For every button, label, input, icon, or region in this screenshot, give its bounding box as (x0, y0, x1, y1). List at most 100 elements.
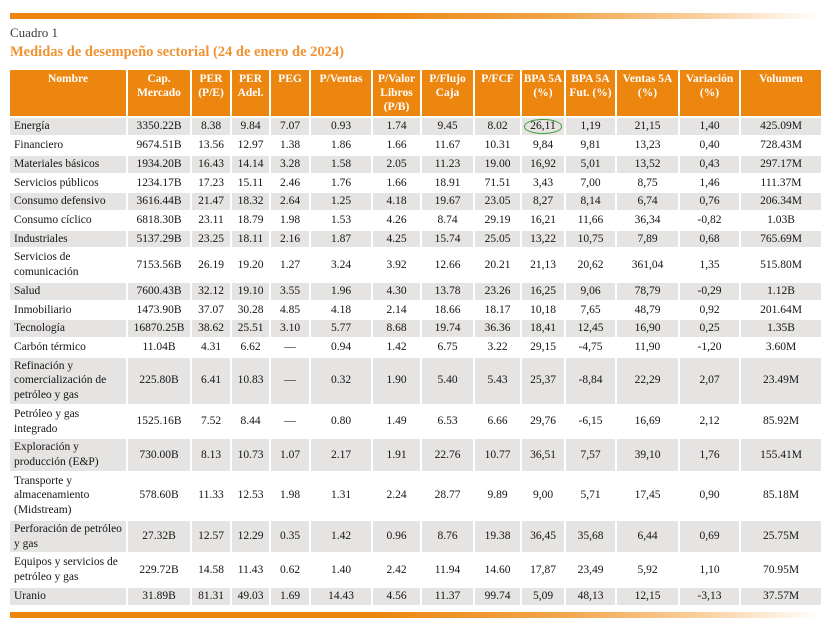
value-cell: 361,04 (615, 247, 680, 283)
value-cell: 2.42 (371, 552, 422, 588)
value-cell: 1.96 (309, 280, 373, 302)
value-cell: 9674.51B (126, 135, 192, 156)
value-cell: 5137.29B (126, 228, 192, 250)
value-cell: 3616.44B (126, 191, 192, 212)
value-cell: 1.03B (739, 209, 823, 231)
table-row: Energía 3350.22B 8.38 9.84 7.07 0.93 1.74 9.45 8… (8, 116, 823, 138)
value-cell: 12.97 (230, 135, 271, 156)
value-cell: 8.44 (230, 403, 271, 440)
value-cell: 0.62 (269, 552, 311, 588)
value-cell: 12.53 (230, 470, 271, 521)
value-cell: 1,40 (678, 116, 741, 138)
value-cell: 25.75M (739, 518, 823, 555)
highlight-circle: 26,11 (524, 119, 562, 135)
value-cell: 6.53 (420, 403, 475, 440)
sector-name-cell: Tecnología (8, 318, 128, 339)
value-cell: 13,52 (615, 153, 680, 175)
sector-name-cell: Materiales básicos (8, 153, 128, 175)
value-cell: 2.14 (371, 299, 422, 321)
value-cell: 9.89 (473, 470, 522, 521)
value-cell: 19.10 (230, 280, 271, 302)
value-cell: 6,44 (615, 518, 680, 555)
value-cell: 70.95M (739, 552, 823, 588)
value-cell: 36.36 (473, 318, 522, 339)
value-cell: 1,46 (678, 172, 741, 194)
value-cell: 23,49 (564, 552, 617, 588)
value-cell: 515.80M (739, 247, 823, 283)
value-cell: 29.19 (473, 209, 522, 231)
value-cell: 1.07 (269, 437, 311, 473)
value-cell: 1473.90B (126, 299, 192, 321)
value-cell: 22.76 (420, 437, 475, 473)
value-cell: 11.37 (420, 585, 475, 607)
value-cell: -0,29 (678, 280, 741, 302)
value-cell: 13.56 (190, 135, 232, 156)
value-cell: 0,68 (678, 228, 741, 250)
value-cell: 4.26 (371, 209, 422, 231)
sector-name-cell: Transporte y almacenamiento (Midstream) (8, 470, 128, 521)
value-cell: 9.84 (230, 116, 271, 138)
value-cell: 30.28 (230, 299, 271, 321)
table-row: Refinación y comercialización de petróle… (8, 355, 823, 406)
value-cell: 8.13 (190, 437, 232, 473)
value-cell: 11,90 (615, 337, 680, 358)
table-row: Consumo cíclico 6818.30B 23.11 18.79 1.98 1.5… (8, 209, 823, 231)
value-cell: 5,71 (564, 470, 617, 521)
value-cell: 32.12 (190, 280, 232, 302)
value-cell: 9.45 (420, 116, 475, 138)
value-cell: 25.51 (230, 318, 271, 339)
value-cell: — (269, 337, 311, 358)
column-header: PEG (269, 68, 311, 119)
value-cell: 19.20 (230, 247, 271, 283)
value-cell: 12.29 (230, 518, 271, 555)
table-row: Servicios públicos 1234.17B 17.23 15.11 2.46… (8, 172, 823, 194)
table-row: Tecnología 16870.25B 38.62 25.51 3.10 5.77 8.6… (8, 318, 823, 339)
value-cell: 13,23 (615, 135, 680, 156)
value-cell: 14.58 (190, 552, 232, 588)
value-cell: 16870.25B (126, 318, 192, 339)
sector-name-cell: Servicios públicos (8, 172, 128, 194)
value-cell: 1,35 (678, 247, 741, 283)
value-cell: 16.43 (190, 153, 232, 175)
value-cell: 7.52 (190, 403, 232, 440)
value-cell: 3.10 (269, 318, 311, 339)
column-header: P/Flujo Caja (420, 68, 475, 119)
value-cell: 20,62 (564, 247, 617, 283)
value-cell: 7600.43B (126, 280, 192, 302)
column-header: PER (P/E) (190, 68, 232, 119)
table-row: Petróleo y gas integrado 1525.16B 7.52 8.44… (8, 403, 823, 440)
table-row: Financiero 9674.51B 13.56 12.97 1.38 1.86 1.66… (8, 135, 823, 156)
value-cell: 0,40 (678, 135, 741, 156)
value-cell: 1525.16B (126, 403, 192, 440)
sector-name-cell: Uranio (8, 585, 128, 607)
value-cell: 1.69 (269, 585, 311, 607)
value-cell: 0,76 (678, 191, 741, 212)
value-cell: 0.94 (309, 337, 373, 358)
value-cell: 16,25 (520, 280, 566, 302)
value-cell: 14.14 (230, 153, 271, 175)
value-cell: 3350.22B (126, 116, 192, 138)
value-cell: 1.86 (309, 135, 373, 156)
value-cell: 10.77 (473, 437, 522, 473)
value-cell: 3.55 (269, 280, 311, 302)
column-header: Volumen (739, 68, 823, 119)
value-cell: 6.75 (420, 337, 475, 358)
value-cell: 11.94 (420, 552, 475, 588)
value-cell: 37.57M (739, 585, 823, 607)
value-cell: 17,87 (520, 552, 566, 588)
value-cell: 1.27 (269, 247, 311, 283)
value-cell: 1.31 (309, 470, 373, 521)
value-cell: 8,75 (615, 172, 680, 194)
value-cell: 1.66 (371, 135, 422, 156)
table-row: Uranio 31.89B 81.31 49.03 1.69 14.43 4.56 11.37… (8, 585, 823, 607)
value-cell: 16,90 (615, 318, 680, 339)
table-caption-label: Cuadro 1 (10, 25, 59, 40)
sector-name-cell: Perforación de petróleo y gas (8, 518, 128, 555)
value-cell: 36,34 (615, 209, 680, 231)
value-cell: 38.62 (190, 318, 232, 339)
value-cell: 11.67 (420, 135, 475, 156)
value-cell: 5,01 (564, 153, 617, 175)
column-header: Cap. Mercado (126, 68, 192, 119)
value-cell: 28.77 (420, 470, 475, 521)
value-cell: 1.91 (371, 437, 422, 473)
